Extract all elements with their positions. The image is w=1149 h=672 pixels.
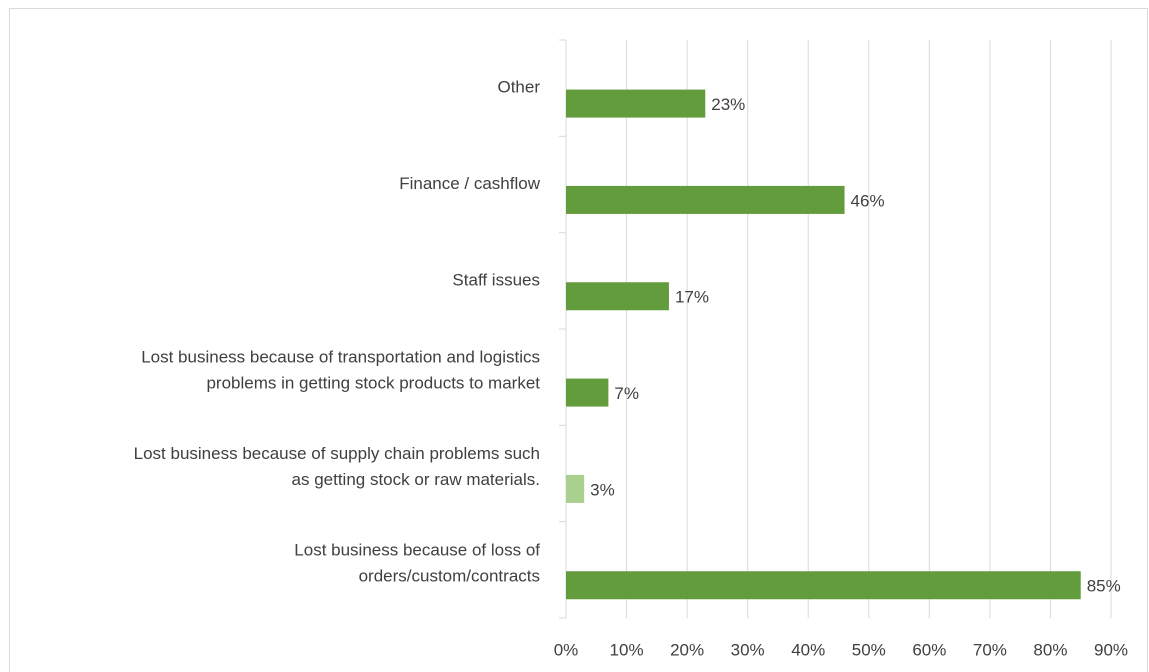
chart-frame <box>9 8 1148 672</box>
x-tick-label: 50% <box>852 640 886 659</box>
data-label: 7% <box>614 384 639 403</box>
bar <box>566 185 845 214</box>
data-label: 85% <box>1087 577 1121 596</box>
data-label: 46% <box>851 191 885 210</box>
data-label: 17% <box>675 288 709 307</box>
y-tick-label: Finance / cashflow <box>399 174 541 193</box>
y-tick-label: Lost business because of loss of <box>294 540 540 559</box>
data-label: 3% <box>590 480 615 499</box>
x-tick-label: 20% <box>670 640 704 659</box>
y-tick-label: problems in getting stock products to ma… <box>206 374 540 393</box>
x-tick-label: 40% <box>791 640 825 659</box>
bar <box>566 378 609 407</box>
x-tick-label: 60% <box>912 640 946 659</box>
x-tick-label: 0% <box>554 640 579 659</box>
bar <box>566 282 669 311</box>
y-tick-label: as getting stock or raw materials. <box>292 470 540 489</box>
y-tick-label: Other <box>497 78 540 97</box>
y-tick-label: Lost business because of supply chain pr… <box>134 444 540 463</box>
bar <box>566 89 706 118</box>
x-tick-label: 10% <box>610 640 644 659</box>
x-tick-label: 90% <box>1094 640 1128 659</box>
x-tick-label: 70% <box>973 640 1007 659</box>
bar <box>566 474 585 503</box>
y-tick-label: Lost business because of transportation … <box>141 348 540 367</box>
data-label: 23% <box>711 95 745 114</box>
y-tick-label: orders/custom/contracts <box>359 566 540 585</box>
bar <box>566 571 1081 600</box>
x-tick-label: 80% <box>1033 640 1067 659</box>
x-tick-label: 30% <box>731 640 765 659</box>
y-tick-label: Staff issues <box>452 270 540 289</box>
